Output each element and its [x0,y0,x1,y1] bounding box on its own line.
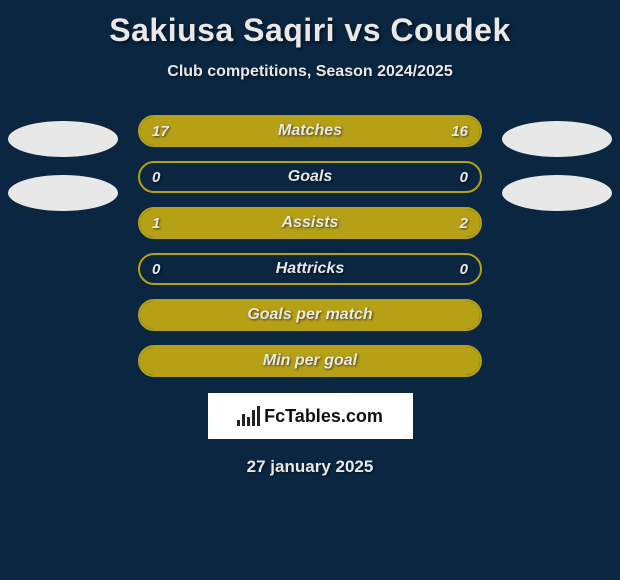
stat-fill-left [140,347,480,375]
stat-rows: 1716Matches00Goals12Assists00HattricksGo… [138,115,482,377]
date: 27 january 2025 [0,457,620,477]
stat-row: Min per goal [138,345,482,377]
stat-value-right: 16 [451,117,468,145]
subtitle: Club competitions, Season 2024/2025 [0,63,620,81]
stat-row: 0 0Goals [138,161,482,193]
fctables-logo: FcTables.com [208,393,413,439]
stat-fill-left [140,301,480,329]
stat-value-left: 0 [152,163,160,191]
avatar-placeholder [502,121,612,157]
stat-value-right: 0 [460,163,468,191]
stat-row: Goals per match [138,299,482,331]
stat-value-left: 17 [152,117,169,145]
page-title: Sakiusa Saqiri vs Coudek [0,0,620,49]
logo-text: FcTables.com [264,406,383,427]
stat-row: 0 0Hattricks [138,253,482,285]
stat-row: 1716Matches [138,115,482,147]
comparison-content: 1716Matches00Goals12Assists00HattricksGo… [0,115,620,477]
stat-label: Hattricks [140,255,480,283]
avatar-placeholder [8,121,118,157]
stat-value-right: 2 [460,209,468,237]
stat-row: 12Assists [138,207,482,239]
stat-label: Goals [140,163,480,191]
avatars-right [502,121,612,211]
stat-fill-right [252,209,480,237]
logo-bars-icon [237,406,260,426]
avatar-placeholder [502,175,612,211]
avatar-placeholder [8,175,118,211]
stat-value-left: 0 [152,255,160,283]
stat-value-left: 1 [152,209,160,237]
avatars-left [8,121,118,211]
stat-value-right: 0 [460,255,468,283]
